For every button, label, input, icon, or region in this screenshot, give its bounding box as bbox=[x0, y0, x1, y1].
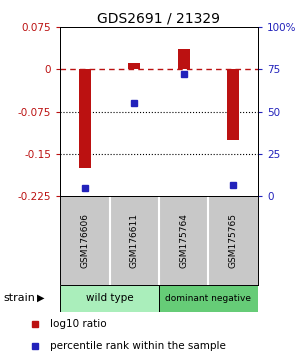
Text: GSM175765: GSM175765 bbox=[229, 213, 238, 268]
Text: strain: strain bbox=[3, 293, 35, 303]
Bar bbox=[79, 69, 91, 168]
Text: dominant negative: dominant negative bbox=[166, 294, 251, 303]
Text: ▶: ▶ bbox=[37, 293, 44, 303]
Bar bbox=[178, 49, 190, 69]
Bar bbox=[128, 63, 140, 69]
Bar bbox=[227, 69, 239, 140]
Title: GDS2691 / 21329: GDS2691 / 21329 bbox=[98, 11, 220, 25]
Bar bbox=[60, 285, 159, 312]
Text: GSM176611: GSM176611 bbox=[130, 213, 139, 268]
Text: GSM175764: GSM175764 bbox=[179, 213, 188, 268]
Text: log10 ratio: log10 ratio bbox=[50, 319, 107, 329]
Text: wild type: wild type bbox=[86, 293, 133, 303]
Text: GSM176606: GSM176606 bbox=[80, 213, 89, 268]
Text: percentile rank within the sample: percentile rank within the sample bbox=[50, 341, 226, 350]
Bar bbox=[159, 285, 258, 312]
